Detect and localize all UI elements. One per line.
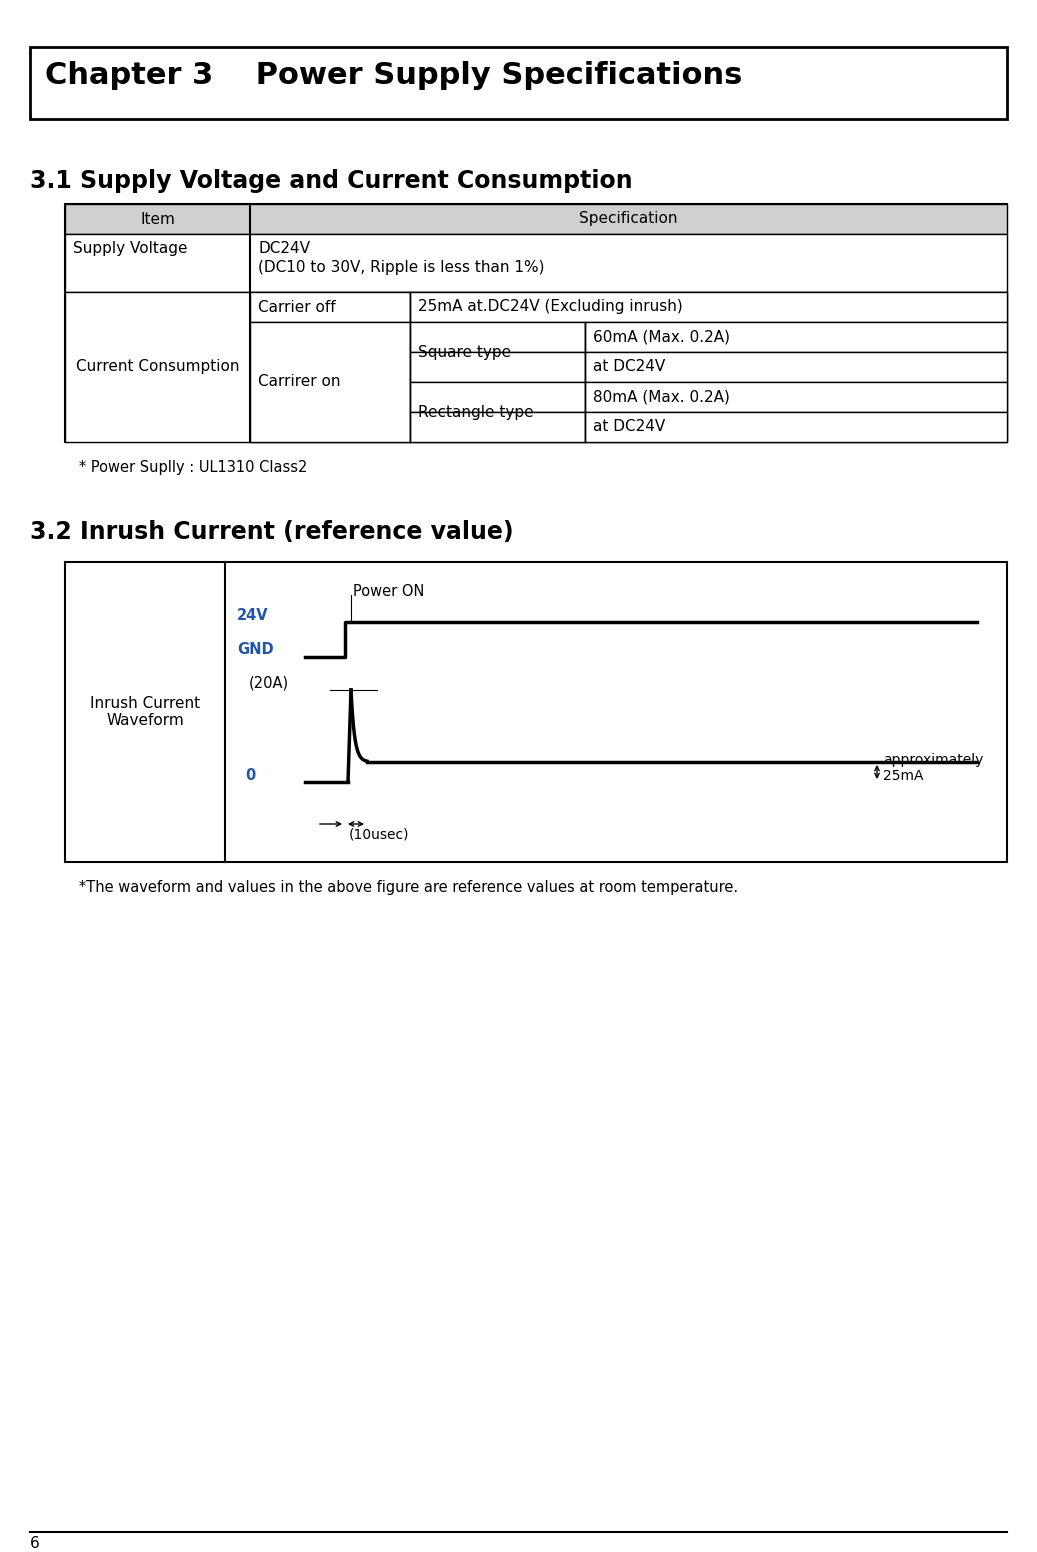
Text: at DC24V: at DC24V	[593, 359, 666, 374]
Bar	[410, 321, 585, 352]
Bar	[585, 352, 1007, 382]
Text: Square type: Square type	[418, 345, 511, 360]
Bar	[65, 203, 1007, 234]
Bar	[410, 382, 585, 411]
Text: 3.1 Supply Voltage and Current Consumption: 3.1 Supply Voltage and Current Consumpti…	[30, 169, 633, 192]
Bar	[65, 562, 1007, 861]
Bar	[410, 352, 585, 382]
Bar	[585, 411, 1007, 442]
Text: at DC24V: at DC24V	[593, 419, 666, 435]
Text: *The waveform and values in the above figure are reference values at room temper: *The waveform and values in the above fi…	[65, 880, 738, 896]
Bar	[250, 292, 410, 321]
Text: Carrirer on: Carrirer on	[258, 374, 340, 390]
Text: (DC10 to 30V, Ripple is less than 1%): (DC10 to 30V, Ripple is less than 1%)	[258, 261, 544, 275]
Text: Item: Item	[140, 211, 175, 227]
Text: Rectangle type: Rectangle type	[418, 405, 534, 419]
Bar	[250, 321, 410, 442]
Text: 6: 6	[30, 1536, 39, 1550]
Text: GND: GND	[237, 643, 274, 658]
Text: Power ON: Power ON	[353, 584, 424, 599]
Text: 24V: 24V	[237, 607, 269, 622]
Bar	[585, 321, 1007, 352]
Text: Specification: Specification	[580, 211, 678, 227]
Bar	[30, 47, 1007, 120]
Text: 3.2 Inrush Current (reference value): 3.2 Inrush Current (reference value)	[30, 520, 513, 545]
Text: * Power Suplly : UL1310 Class2: * Power Suplly : UL1310 Class2	[65, 459, 307, 475]
Text: DC24V: DC24V	[258, 241, 310, 256]
Text: (10usec): (10usec)	[349, 827, 410, 841]
Bar	[585, 382, 1007, 411]
Text: (20A): (20A)	[249, 675, 289, 691]
Text: Supply Voltage: Supply Voltage	[73, 241, 188, 256]
Text: approximately
25mA: approximately 25mA	[882, 753, 983, 784]
Text: Carrier off: Carrier off	[258, 300, 336, 315]
Text: Current Consumption: Current Consumption	[76, 360, 240, 374]
Text: Inrush Current
Waveform: Inrush Current Waveform	[90, 695, 200, 728]
Text: 80mA (Max. 0.2A): 80mA (Max. 0.2A)	[593, 390, 730, 404]
Bar	[65, 234, 1007, 292]
Bar	[410, 411, 585, 442]
Text: 60mA (Max. 0.2A): 60mA (Max. 0.2A)	[593, 329, 730, 345]
Text: 0: 0	[245, 768, 255, 782]
Bar	[410, 292, 1007, 321]
Bar	[65, 292, 1007, 442]
Text: 25mA at.DC24V (Excluding inrush): 25mA at.DC24V (Excluding inrush)	[418, 300, 682, 315]
Text: Chapter 3    Power Supply Specifications: Chapter 3 Power Supply Specifications	[45, 61, 742, 90]
Bar	[65, 203, 1007, 442]
